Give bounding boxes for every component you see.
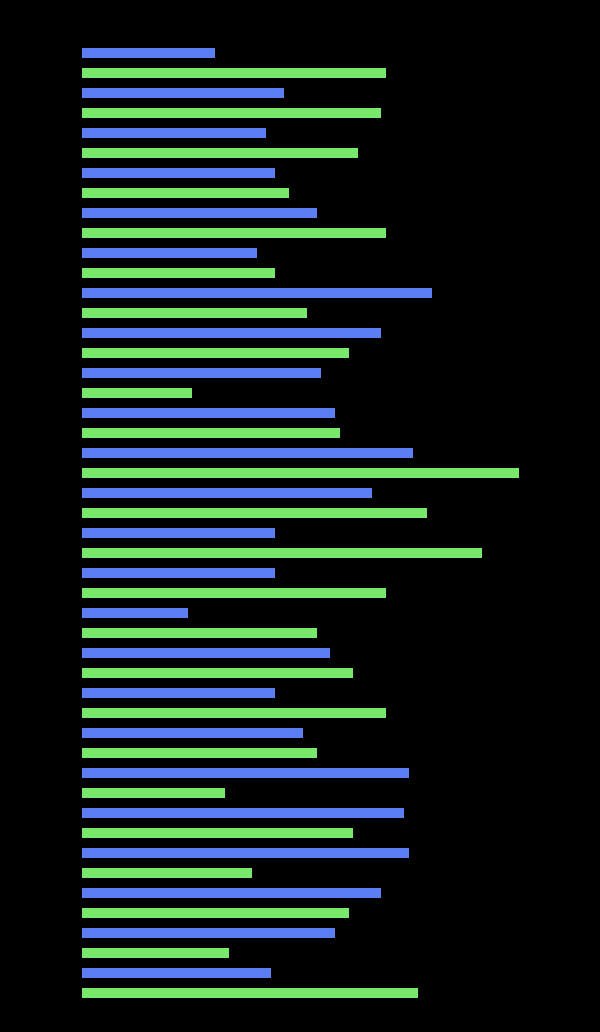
bar (82, 528, 275, 538)
bar-row (82, 488, 542, 498)
bar (82, 908, 349, 918)
bar (82, 408, 335, 418)
bar-row (82, 748, 542, 758)
bar (82, 208, 317, 218)
bar (82, 148, 358, 158)
bar-row (82, 228, 542, 238)
bar-row (82, 548, 542, 558)
bar-row (82, 168, 542, 178)
bar (82, 108, 381, 118)
bar (82, 688, 275, 698)
bar-row (82, 828, 542, 838)
bar (82, 268, 275, 278)
bar (82, 888, 381, 898)
bar (82, 508, 427, 518)
bar-row (82, 408, 542, 418)
bar (82, 848, 409, 858)
bar (82, 188, 289, 198)
bar-row (82, 988, 542, 998)
bar-row (82, 448, 542, 458)
bar-row (82, 968, 542, 978)
bar (82, 808, 404, 818)
bar (82, 568, 275, 578)
bar (82, 448, 413, 458)
bar-row (82, 908, 542, 918)
bar-row (82, 508, 542, 518)
bar (82, 648, 330, 658)
bar-row (82, 88, 542, 98)
bar (82, 628, 317, 638)
bar (82, 168, 275, 178)
bar-row (82, 668, 542, 678)
bar-row (82, 48, 542, 58)
bar-chart (82, 48, 542, 1008)
bar-row (82, 808, 542, 818)
bar-row (82, 248, 542, 258)
bar (82, 868, 252, 878)
bar (82, 288, 432, 298)
bar-row (82, 848, 542, 858)
bar (82, 768, 409, 778)
bar (82, 328, 381, 338)
bar-row (82, 688, 542, 698)
bar-row (82, 868, 542, 878)
bar (82, 948, 229, 958)
bar (82, 988, 418, 998)
bar (82, 608, 188, 618)
bar-row (82, 368, 542, 378)
bar (82, 428, 340, 438)
bar (82, 548, 482, 558)
bar (82, 228, 386, 238)
bar-row (82, 108, 542, 118)
bar-row (82, 188, 542, 198)
bar-row (82, 888, 542, 898)
bar (82, 928, 335, 938)
bar-row (82, 588, 542, 598)
bar-row (82, 568, 542, 578)
bar (82, 788, 225, 798)
bar (82, 368, 321, 378)
bar (82, 708, 386, 718)
bar-row (82, 68, 542, 78)
bar-row (82, 428, 542, 438)
bar (82, 668, 353, 678)
bar-row (82, 728, 542, 738)
bar-row (82, 308, 542, 318)
bar-row (82, 288, 542, 298)
bar-row (82, 928, 542, 938)
bar-row (82, 348, 542, 358)
bar (82, 88, 284, 98)
bar (82, 828, 353, 838)
bar (82, 748, 317, 758)
bar (82, 388, 192, 398)
bar (82, 488, 372, 498)
bar-row (82, 608, 542, 618)
bar (82, 128, 266, 138)
bar-row (82, 948, 542, 958)
bar (82, 588, 386, 598)
bar (82, 308, 307, 318)
bar-row (82, 768, 542, 778)
bar (82, 48, 215, 58)
bar-row (82, 528, 542, 538)
bar-row (82, 648, 542, 658)
bar (82, 968, 271, 978)
bar (82, 468, 519, 478)
bar (82, 68, 386, 78)
bar-row (82, 388, 542, 398)
bar (82, 728, 303, 738)
bar-row (82, 628, 542, 638)
bar-row (82, 468, 542, 478)
bar-row (82, 128, 542, 138)
bar-row (82, 708, 542, 718)
bar (82, 348, 349, 358)
bar-row (82, 268, 542, 278)
bar-row (82, 788, 542, 798)
bar-row (82, 208, 542, 218)
bar-row (82, 328, 542, 338)
bar (82, 248, 257, 258)
bar-row (82, 148, 542, 158)
